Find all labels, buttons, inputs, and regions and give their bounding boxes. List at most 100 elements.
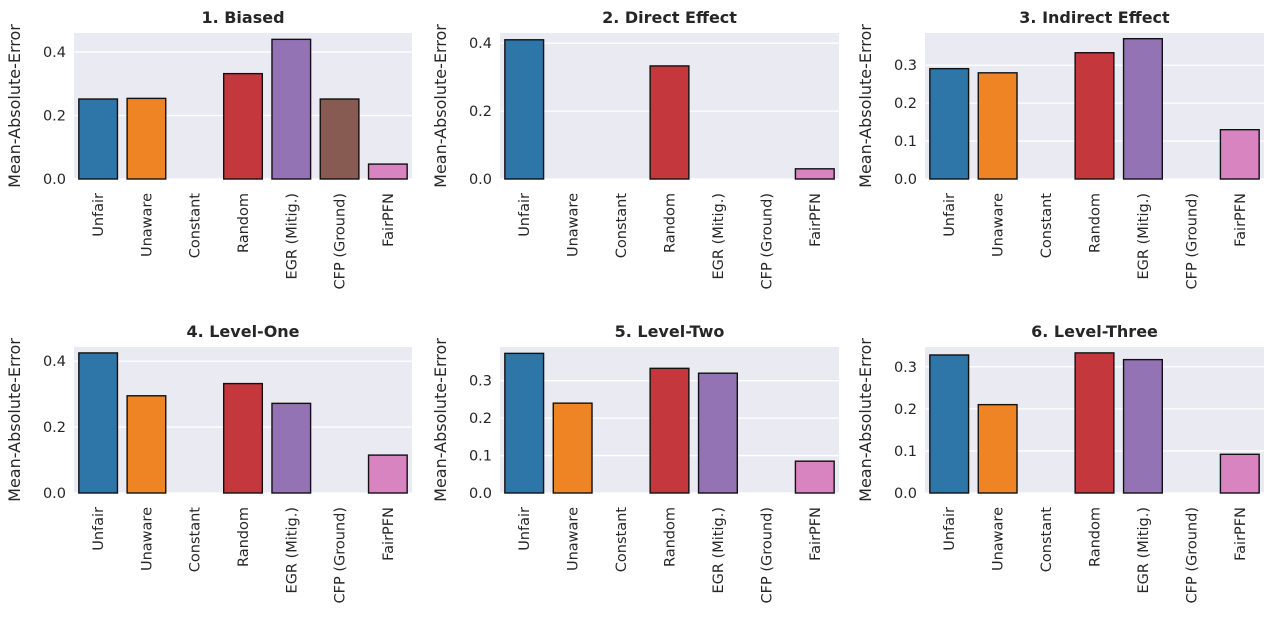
y-axis-label: Mean-Absolute-Error [5,338,24,502]
x-tick-label: CFP (Ground) [759,507,775,603]
chart-title: 3. Indirect Effect [1019,8,1170,27]
x-tick-label: Unaware [566,193,582,257]
x-tick-label: Constant [1039,507,1055,573]
bar [1219,129,1260,180]
x-tick-label: Constant [188,507,204,573]
x-tick-label: FairPFN [808,193,824,247]
chart-title: 5. Level-Two [615,322,725,341]
bar [929,67,970,180]
y-tick-label: 0.3 [894,58,917,74]
bar [649,65,690,180]
chart-panel-4: 0.0 0.2 0.4 Unfair Unaware Constant Random EGR … [5,322,412,603]
bar [794,460,835,494]
x-tick-label: Constant [614,507,630,573]
y-tick-label: 0.4 [469,36,492,52]
bar [367,454,408,494]
x-tick-label: CFP (Ground) [333,193,349,289]
bar [271,402,312,494]
y-axis-label: Mean-Absolute-Error [5,24,24,188]
y-tick-label: 0.3 [894,360,917,376]
y-tick-label: 0.1 [894,134,917,150]
bar [126,97,167,180]
x-tick-label: EGR (Mitig.) [284,193,300,279]
y-tick-label: 0.2 [894,96,917,112]
x-tick-label: Unaware [139,193,155,257]
bar [1122,37,1163,180]
x-tick-label: FairPFN [808,507,824,561]
x-tick-label: CFP (Ground) [759,193,775,289]
y-tick-label: 0.0 [43,486,66,502]
bar [504,39,545,180]
x-tick-label: EGR (Mitig.) [711,193,727,279]
y-tick-label: 0.2 [43,109,66,125]
x-tick-label: Unfair [91,507,107,551]
bar [649,367,690,494]
chart-panel-1: 0.0 0.2 0.4 Unfair Unaware Constant Random EGR … [5,8,412,289]
x-tick-label: Random [236,193,252,253]
x-tick-label: Unfair [517,193,533,237]
y-tick-label: 0.2 [43,420,66,436]
x-tick-label: Unfair [942,193,958,237]
bar [367,163,408,180]
x-tick-label: Unaware [566,507,582,571]
y-axis-label: Mean-Absolute-Error [431,338,450,502]
y-axis-label: Mean-Absolute-Error [856,338,875,502]
chart-panel-2: 0.0 0.2 0.4 Unfair Unaware Constant Random EGR … [431,8,839,289]
y-tick-label: 0.4 [43,354,66,370]
y-axis-label: Mean-Absolute-Error [856,24,875,188]
y-tick-label: 0.0 [469,486,492,502]
x-tick-label: EGR (Mitig.) [1136,507,1152,593]
bar [1074,352,1115,494]
chart-panel-3: 0.0 0.1 0.2 0.3 Unfair Unaware Constant Random E… [856,8,1264,289]
bar [794,168,835,180]
chart-title: 2. Direct Effect [602,8,737,27]
y-tick-label: 0.1 [469,449,492,465]
bar [222,382,264,494]
x-tick-label: Random [663,507,679,567]
bar [222,72,264,180]
bar [929,354,970,494]
y-tick-label: 0.0 [43,172,66,188]
bar [319,98,360,180]
bar [271,38,312,180]
y-tick-label: 0.4 [43,45,66,61]
bar [504,352,545,494]
chart-title: 1. Biased [201,8,284,27]
x-tick-label: Constant [614,193,630,259]
y-tick-label: 0.2 [469,104,492,120]
x-tick-label: Unaware [991,507,1007,571]
x-tick-label: Unfair [517,507,533,551]
x-tick-label: CFP (Ground) [333,507,349,603]
x-tick-label: EGR (Mitig.) [711,507,727,593]
x-tick-label: Unfair [91,193,107,237]
y-tick-label: 0.0 [894,486,917,502]
x-tick-label: FairPFN [381,507,397,561]
bar [78,352,119,494]
y-tick-label: 0.1 [894,444,917,460]
x-tick-label: Unaware [991,193,1007,257]
x-tick-label: Random [663,193,679,253]
x-tick-label: FairPFN [1233,193,1249,247]
bar [977,403,1018,494]
x-tick-label: Constant [1039,193,1055,259]
x-tick-label: FairPFN [1233,507,1249,561]
x-tick-label: Random [1088,193,1104,253]
bar [977,72,1018,180]
x-tick-label: CFP (Ground) [1184,193,1200,289]
bar [1074,52,1115,180]
y-tick-label: 0.0 [469,172,492,188]
chart-panel-5: 0.0 0.1 0.2 0.3 Unfair Unaware Constant Random E… [431,322,839,603]
y-axis-label: Mean-Absolute-Error [431,24,450,188]
x-tick-label: EGR (Mitig.) [1136,193,1152,279]
x-tick-label: Constant [188,193,204,259]
x-tick-label: CFP (Ground) [1184,507,1200,603]
chart-title: 4. Level-One [186,322,299,341]
chart-panel-6: 0.0 0.1 0.2 0.3 Unfair Unaware Constant Random E… [856,322,1264,603]
x-tick-label: EGR (Mitig.) [284,507,300,593]
bar [552,402,593,494]
bar [126,395,167,494]
y-tick-label: 0.3 [469,374,492,390]
y-tick-label: 0.0 [894,172,917,188]
bar [78,98,119,180]
